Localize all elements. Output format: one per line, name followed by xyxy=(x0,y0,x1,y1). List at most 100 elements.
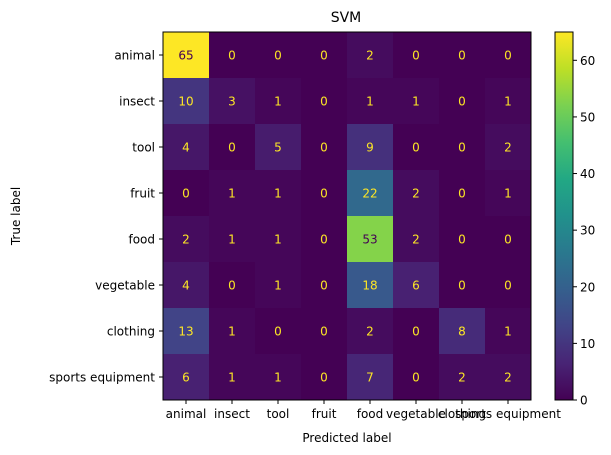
matrix-cell xyxy=(485,354,532,401)
matrix-cell xyxy=(163,78,210,125)
matrix-cell xyxy=(255,170,302,217)
cell-value-label: 0 xyxy=(504,233,512,247)
colorbar-tick-label: 50 xyxy=(580,110,595,124)
cell-value-label: 1 xyxy=(504,325,512,339)
matrix-cell xyxy=(163,216,210,263)
cell-value-label: 4 xyxy=(182,141,190,155)
cell-value-label: 2 xyxy=(412,233,420,247)
matrix-cells xyxy=(163,32,532,401)
colorbar xyxy=(554,31,574,401)
matrix-cell xyxy=(255,262,302,309)
matrix-cell xyxy=(301,170,348,217)
colorbar-tick-label: 10 xyxy=(580,337,595,351)
cell-value-label: 0 xyxy=(412,371,420,385)
y-tick-label: clothing xyxy=(107,325,155,339)
matrix-cell xyxy=(393,124,440,171)
cell-value-label: 0 xyxy=(458,187,466,201)
cell-value-label: 9 xyxy=(366,141,374,155)
matrix-cell xyxy=(255,78,302,125)
matrix-cell xyxy=(347,32,394,79)
cell-value-label: 1 xyxy=(412,95,420,109)
x-tick-label: food xyxy=(357,407,384,421)
matrix-cell xyxy=(163,354,210,401)
cell-value-label: 1 xyxy=(274,187,282,201)
matrix-cell xyxy=(163,170,210,217)
matrix-cell xyxy=(485,124,532,171)
matrix-cell xyxy=(163,308,210,355)
cell-value-label: 1 xyxy=(228,233,236,247)
y-axis-ticks: animal insect tool fruit food vegetable clothi… xyxy=(49,49,163,385)
matrix-cell xyxy=(301,216,348,263)
matrix-cell xyxy=(209,170,256,217)
colorbar-tick-label: 30 xyxy=(580,224,595,238)
matrix-cell xyxy=(393,32,440,79)
y-tick-label: insect xyxy=(119,95,155,109)
cell-value-label: 0 xyxy=(412,49,420,63)
matrix-cell xyxy=(301,308,348,355)
cell-value-label: 2 xyxy=(182,233,190,247)
matrix-cell xyxy=(393,354,440,401)
cell-value-label: 8 xyxy=(458,325,466,339)
cell-value-label: 0 xyxy=(320,49,328,63)
matrix-cell xyxy=(209,216,256,263)
cell-value-label: 53 xyxy=(362,233,377,247)
cell-value-label: 0 xyxy=(504,279,512,293)
y-axis-label: True label xyxy=(9,187,23,246)
x-axis-label: Predicted label xyxy=(302,431,391,445)
y-tick-label: tool xyxy=(132,141,155,155)
matrix-cell xyxy=(485,78,532,125)
y-tick-label: vegetable xyxy=(95,279,155,293)
cell-value-label: 0 xyxy=(228,141,236,155)
matrix-cell xyxy=(439,32,486,79)
cell-value-label: 2 xyxy=(366,325,374,339)
matrix-cell xyxy=(439,216,486,263)
chart-title: SVM xyxy=(331,10,362,26)
x-tick-label: clothing xyxy=(438,407,486,421)
matrix-cell xyxy=(347,308,394,355)
matrix-cell xyxy=(301,262,348,309)
matrix-cell xyxy=(255,216,302,263)
matrix-cell xyxy=(347,216,394,263)
matrix-cell xyxy=(347,170,394,217)
cell-value-label: 65 xyxy=(178,49,193,63)
cell-value-label: 1 xyxy=(504,187,512,201)
y-tick-label: fruit xyxy=(130,187,155,201)
cell-value-label: 0 xyxy=(458,49,466,63)
cell-value-label: 2 xyxy=(458,371,466,385)
cell-value-label: 0 xyxy=(458,279,466,293)
matrix-cell xyxy=(209,124,256,171)
cell-value-label: 2 xyxy=(366,49,374,63)
matrix-cell xyxy=(163,124,210,171)
colorbar-tick-label: 40 xyxy=(580,167,595,181)
matrix-cell xyxy=(301,124,348,171)
matrix-cell xyxy=(163,262,210,309)
cell-value-label: 0 xyxy=(320,95,328,109)
matrix-cell-labels: 65 0 0 0 2 0 0 010 3 1 0 1 1 0 14 0 5 0 9 0 0 20 1 1 0 22 2 0 12 1 1 0 5… xyxy=(178,49,511,385)
y-tick-label: sports equipment xyxy=(49,371,155,385)
matrix-cell xyxy=(301,354,348,401)
cell-value-label: 1 xyxy=(228,325,236,339)
cell-value-label: 0 xyxy=(320,187,328,201)
cell-value-label: 4 xyxy=(182,279,190,293)
cell-value-label: 1 xyxy=(504,95,512,109)
matrix-cell xyxy=(485,32,532,79)
matrix-cell xyxy=(439,354,486,401)
cell-value-label: 0 xyxy=(182,187,190,201)
cell-value-label: 0 xyxy=(320,325,328,339)
matrix-cell xyxy=(209,262,256,309)
cell-value-label: 2 xyxy=(412,187,420,201)
matrix-cell xyxy=(255,32,302,79)
matrix-cell xyxy=(209,354,256,401)
colorbar-tick-label: 20 xyxy=(580,280,595,294)
matrix-cell xyxy=(347,262,394,309)
matrix-cell xyxy=(347,78,394,125)
matrix-cell xyxy=(209,308,256,355)
matrix-cell xyxy=(439,308,486,355)
matrix-cell xyxy=(255,308,302,355)
x-tick-label: sports equipment xyxy=(455,407,561,421)
cell-value-label: 1 xyxy=(274,371,282,385)
matrix-cell xyxy=(485,262,532,309)
matrix-cell xyxy=(485,308,532,355)
x-tick-label: vegetable xyxy=(386,407,446,421)
matrix-cell xyxy=(301,32,348,79)
